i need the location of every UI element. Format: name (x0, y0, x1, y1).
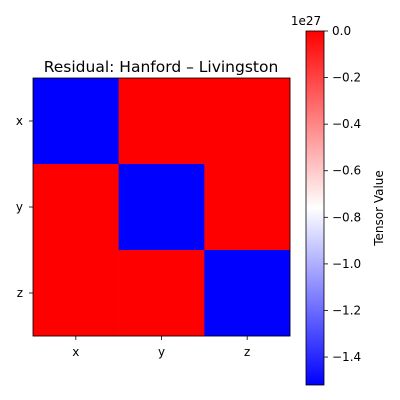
y-axis-ticks: x y z (16, 114, 33, 300)
heatmap-cell (204, 78, 291, 165)
heatmap-cell (204, 250, 291, 337)
colorbar-tick-label: −1.4 (332, 350, 361, 364)
heatmap-cell (33, 250, 119, 337)
colorbar-tick-label: −1.0 (332, 257, 361, 271)
y-tick-label: x (16, 114, 23, 128)
colorbar-tick-label: −0.4 (332, 117, 361, 131)
colorbar-ticks: 0.0 −0.2 −0.4 −0.6 −0.8 −1.0 −1.2 −1.4 (324, 24, 361, 364)
x-tick-label: x (72, 345, 79, 359)
colorbar-tick-label: −0.2 (332, 71, 361, 85)
y-tick-label: y (16, 200, 23, 214)
colorbar-tick-label: −0.8 (332, 210, 361, 224)
colorbar-offset-text: 1e27 (291, 14, 321, 28)
heatmap-cell (204, 164, 291, 251)
heatmap-cell (118, 250, 205, 337)
x-axis-ticks: x y z (72, 336, 250, 359)
heatmap-cells (33, 78, 291, 337)
x-tick-label: y (158, 345, 165, 359)
colorbar-tick-label: 0.0 (332, 24, 351, 38)
y-tick-label: z (17, 286, 23, 300)
colorbar (305, 30, 325, 386)
heatmap-cell (118, 78, 205, 165)
heatmap-cell (118, 164, 205, 251)
colorbar-tick-label: −0.6 (332, 164, 361, 178)
chart-title: Residual: Hanford – Livingston (44, 58, 279, 76)
x-tick-label: z (244, 345, 250, 359)
heatmap-cell (33, 164, 119, 251)
heatmap-cell (33, 78, 119, 165)
colorbar-tick-label: −1.2 (332, 303, 361, 317)
colorbar-label: Tensor Value (372, 170, 386, 247)
